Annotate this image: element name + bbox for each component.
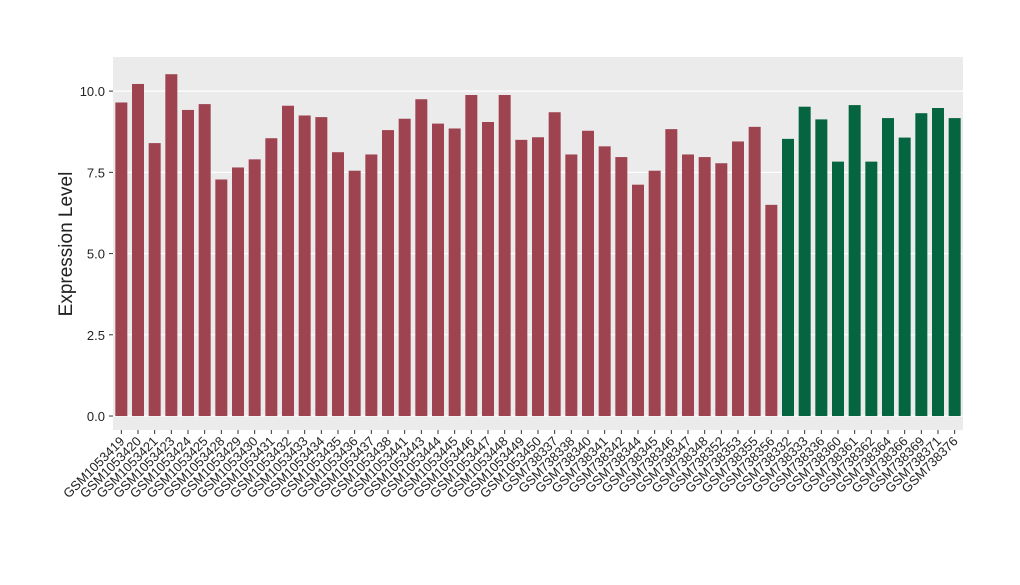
bar <box>948 118 961 417</box>
y-tick-label: 7.5 <box>87 165 105 180</box>
bar <box>465 95 478 417</box>
bar <box>932 108 944 417</box>
bar <box>115 102 128 417</box>
y-tick-label: 5.0 <box>87 247 105 262</box>
bar <box>382 130 394 417</box>
bar <box>198 104 211 417</box>
bar <box>898 137 911 417</box>
bar <box>632 184 644 417</box>
bar <box>282 105 294 417</box>
bar <box>182 109 194 417</box>
bar <box>132 83 144 417</box>
bar <box>315 117 328 417</box>
bar <box>648 170 661 417</box>
bar <box>565 154 578 417</box>
y-tick-label: 0.0 <box>87 409 105 424</box>
y-tick-label: 2.5 <box>87 328 105 343</box>
bar <box>665 129 678 417</box>
bar <box>365 154 378 417</box>
bar <box>248 159 261 417</box>
bar <box>682 154 694 417</box>
bar <box>748 126 761 417</box>
bar <box>482 121 494 417</box>
y-axis-title: Expression Level <box>56 172 77 317</box>
bar <box>415 99 428 417</box>
bar <box>265 138 278 417</box>
bar <box>498 95 511 417</box>
bar <box>348 170 361 417</box>
bar <box>215 179 228 417</box>
bar <box>832 161 844 417</box>
bar <box>598 146 611 417</box>
bar <box>915 113 928 417</box>
bar <box>615 157 628 417</box>
bar <box>732 141 744 417</box>
bar <box>398 118 411 417</box>
bar <box>432 123 444 417</box>
bar <box>148 143 161 417</box>
bar <box>782 138 794 417</box>
bar <box>582 130 594 417</box>
bar <box>332 152 344 417</box>
bar <box>698 157 711 417</box>
bar <box>848 105 861 417</box>
bar <box>815 119 828 417</box>
y-tick-label: 10.0 <box>80 84 105 99</box>
bar <box>298 115 311 417</box>
bar <box>715 163 728 417</box>
bar <box>798 106 811 417</box>
bar <box>865 161 878 417</box>
bar <box>765 204 778 417</box>
bar <box>548 112 561 417</box>
bar <box>882 118 894 417</box>
bar <box>165 74 178 417</box>
bar <box>232 167 244 417</box>
bar <box>448 128 461 417</box>
bar <box>515 139 528 417</box>
bar <box>532 137 544 417</box>
